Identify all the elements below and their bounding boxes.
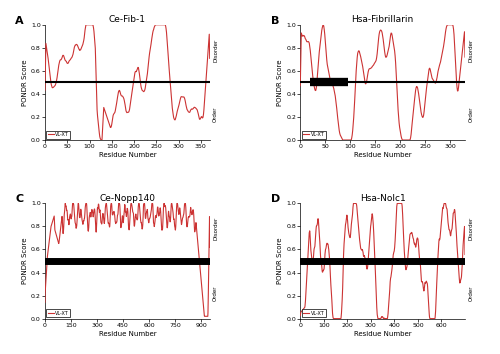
Text: Order: Order [213, 285, 218, 301]
Legend: VL-XT: VL-XT [46, 309, 70, 317]
Text: Order: Order [468, 107, 473, 122]
Y-axis label: PONDR Score: PONDR Score [22, 238, 28, 284]
Y-axis label: PONDR Score: PONDR Score [22, 59, 28, 105]
Text: Disorder: Disorder [213, 39, 218, 62]
Text: D: D [270, 194, 280, 204]
Y-axis label: PONDR Score: PONDR Score [278, 238, 283, 284]
Text: Order: Order [213, 107, 218, 122]
Title: Hsa-Nolc1: Hsa-Nolc1 [360, 194, 406, 202]
Text: C: C [16, 194, 24, 204]
X-axis label: Residue Number: Residue Number [354, 331, 412, 337]
Text: A: A [16, 16, 24, 25]
Title: Ce-Nopp140: Ce-Nopp140 [100, 194, 156, 202]
Legend: VL-XT: VL-XT [302, 131, 326, 138]
Legend: VL-XT: VL-XT [302, 309, 326, 317]
Title: Ce-Fib-1: Ce-Fib-1 [109, 15, 146, 24]
X-axis label: Residue Number: Residue Number [354, 152, 412, 158]
Text: Disorder: Disorder [468, 39, 473, 62]
X-axis label: Residue Number: Residue Number [98, 152, 156, 158]
Legend: VL-XT: VL-XT [46, 131, 70, 138]
Text: B: B [270, 16, 279, 25]
Text: Disorder: Disorder [468, 217, 473, 240]
X-axis label: Residue Number: Residue Number [98, 331, 156, 337]
Text: Disorder: Disorder [213, 217, 218, 240]
Text: Order: Order [468, 285, 473, 301]
Title: Hsa-Fibrillarin: Hsa-Fibrillarin [352, 15, 414, 24]
Y-axis label: PONDR Score: PONDR Score [278, 59, 283, 105]
